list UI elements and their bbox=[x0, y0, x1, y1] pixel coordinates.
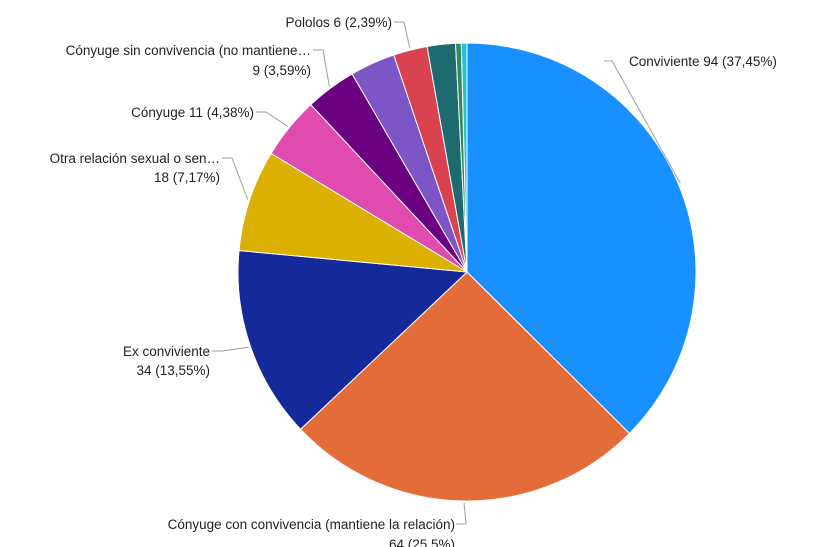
leader-line-2 bbox=[212, 346, 249, 352]
slice-label-5-line-0: Cónyuge sin convivencia (no mantiene… bbox=[66, 43, 311, 58]
leader-line-4 bbox=[256, 111, 288, 127]
slice-label-0-line-0: Conviviente 94 (37,45%) bbox=[629, 54, 777, 69]
slice-label-7-line-0: Pololos 6 (2,39%) bbox=[285, 15, 392, 30]
slice-label-2-line-1: 34 (13,55%) bbox=[136, 363, 210, 378]
pie-slice-0[interactable] bbox=[466, 42, 697, 435]
leader-line-1 bbox=[456, 502, 467, 525]
leader-line-5 bbox=[313, 49, 330, 87]
slice-label-2-line-0: Ex conviviente bbox=[123, 344, 210, 359]
leader-line-0 bbox=[604, 60, 681, 184]
slice-label-4-line-0: Cónyuge 11 (4,38%) bbox=[131, 105, 254, 120]
slice-labels: Conviviente 94 (37,45%) Cónyuge con convi… bbox=[50, 15, 777, 547]
slice-label-3-line-0: Otra relación sexual o sen… bbox=[50, 151, 220, 166]
slice-label-1-line-0: Cónyuge con convivencia (mantiene la rel… bbox=[168, 517, 455, 532]
slice-label-3-line-1: 18 (7,17%) bbox=[154, 170, 220, 185]
pie-slice-1[interactable] bbox=[299, 271, 631, 502]
pie-slice-3[interactable] bbox=[238, 152, 468, 273]
pie-slice-2[interactable] bbox=[237, 249, 469, 431]
leader-line-7 bbox=[394, 21, 411, 49]
slice-label-5-line-1: 9 (3,59%) bbox=[252, 63, 311, 78]
pie-slice-10[interactable] bbox=[460, 42, 468, 273]
pie-slices bbox=[237, 42, 697, 502]
leader-line-3 bbox=[222, 157, 249, 200]
slice-label-1-line-1: 64 (25,5%) bbox=[389, 537, 455, 547]
label-leader-lines bbox=[212, 21, 681, 525]
